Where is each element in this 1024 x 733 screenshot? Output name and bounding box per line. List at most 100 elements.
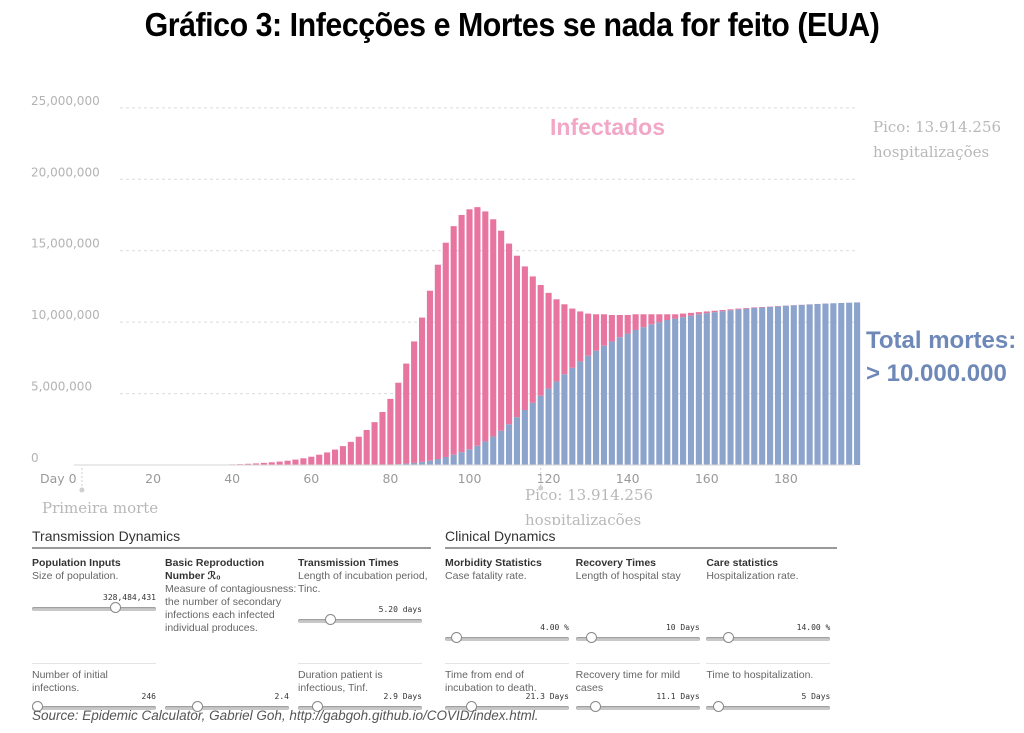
slider-thumb[interactable]: [589, 701, 601, 712]
infectious-duration-control: 2.9 Days: [298, 692, 422, 712]
slider-thumb[interactable]: [712, 701, 724, 712]
bar-infected: [600, 314, 608, 346]
bar-infected: [395, 382, 402, 465]
morbidity-statistics-group: Morbidity Statistics Case fatality rate.…: [445, 557, 576, 712]
bar-infected: [616, 315, 623, 338]
slider-thumb[interactable]: [466, 701, 478, 712]
bar-deaths: [593, 350, 600, 465]
hospital-stay-label: Length of hospital stay: [575, 570, 681, 582]
care-statistics-heading: Care statistics: [706, 557, 779, 569]
annotation-pico-right-line1: Pico: 13.914.256: [873, 118, 1001, 136]
reproduction-number-value: 2.4: [274, 692, 289, 701]
bar-deaths: [751, 308, 758, 465]
y-axis: 0 5,000,000 10,000,000 15,000,000 20,000,000…: [31, 94, 100, 465]
time-to-hospitalization-value: 5 Days: [801, 692, 831, 701]
bar-infected: [450, 226, 457, 455]
bar-deaths: [743, 308, 750, 465]
time-to-death-slider[interactable]: [445, 701, 569, 712]
x-axis: Day 0 20 40 60 80 100 120 140 160 180: [40, 471, 798, 486]
slider-thumb[interactable]: [722, 632, 734, 643]
hospital-stay-slider[interactable]: [575, 632, 700, 643]
bar-infected: [656, 314, 663, 323]
x-tick-label: 140: [616, 471, 640, 486]
bar-infected: [300, 458, 307, 465]
bar-infected: [703, 311, 710, 314]
bar-infected: [553, 299, 560, 382]
time-to-hospitalization-slider[interactable]: [706, 701, 831, 712]
bar-deaths: [695, 314, 702, 465]
primeira-morte-marker-dot: [79, 487, 85, 493]
bar-deaths: [585, 355, 592, 465]
y-tick-label: 10,000,000: [31, 308, 100, 322]
slider-thumb[interactable]: [585, 632, 597, 643]
initial-infections-slider[interactable]: [32, 701, 156, 712]
case-fatality-slider[interactable]: [445, 632, 569, 643]
bar-deaths: [561, 374, 568, 465]
clinical-dynamics-panel: Clinical Dynamics Morbidity Statistics C…: [445, 528, 837, 712]
annotation-infectados: Infectados: [550, 114, 665, 140]
bar-infected: [537, 285, 544, 396]
reproduction-number-description: Measure of contagiousness: the number of…: [165, 583, 297, 634]
annotation-total-mortes-line2: > 10.000.000: [866, 360, 1007, 387]
bar-deaths: [482, 441, 489, 465]
time-to-death-control: 21.3 Days: [445, 692, 569, 712]
bar-deaths: [846, 302, 853, 465]
hospital-stay-value: 10 Days: [665, 623, 700, 632]
hospitalization-rate-label: Hospitalization rate.: [706, 570, 799, 582]
annotation-pico-bottom-line1: Pico: 13.914.256: [525, 486, 653, 504]
bar-infected: [260, 462, 267, 465]
slider-thumb[interactable]: [192, 701, 204, 712]
slider-thumb[interactable]: [325, 614, 337, 625]
clinical-dynamics-title: Clinical Dynamics: [445, 528, 837, 549]
divider: [575, 663, 700, 664]
bar-infected: [711, 310, 718, 313]
bar-infected: [593, 314, 600, 351]
incubation-period-control: 5.20 days: [298, 605, 422, 625]
bar-deaths: [719, 311, 726, 465]
transmission-dynamics-title: Transmission Dynamics: [32, 528, 431, 549]
population-inputs-group: Population Inputs Size of population. 32…: [32, 557, 165, 712]
x-tick-label: 180: [774, 471, 798, 486]
y-tick-label: 15,000,000: [31, 237, 100, 251]
mild-recovery-control: 11.1 Days: [575, 692, 700, 712]
bar-infected: [411, 341, 418, 463]
recovery-times-group: Recovery Times Length of hospital stay 1…: [575, 557, 707, 712]
reproduction-number-control: 2.4: [165, 692, 289, 712]
recovery-times-heading: Recovery Times: [575, 557, 657, 569]
bar-deaths: [759, 307, 766, 465]
bar-infected: [735, 308, 742, 310]
population-size-slider[interactable]: [32, 602, 156, 613]
hospitalization-rate-slider[interactable]: [706, 632, 831, 643]
bar-deaths: [767, 306, 774, 465]
infectious-duration-slider[interactable]: [298, 701, 422, 712]
slider-thumb[interactable]: [110, 602, 122, 613]
bar-deaths: [664, 320, 671, 465]
slider-thumb[interactable]: [32, 701, 44, 712]
slider-thumb[interactable]: [451, 632, 463, 643]
time-to-death-label: Time from end of incubation to death.: [445, 669, 537, 694]
bar-infected: [490, 219, 497, 437]
bar-deaths: [411, 462, 418, 465]
bar-deaths: [616, 337, 623, 465]
slider-thumb[interactable]: [311, 701, 323, 712]
bar-deaths: [790, 305, 797, 465]
case-fatality-control: 4.00 %: [445, 623, 569, 643]
bars: [189, 207, 861, 465]
bar-infected: [680, 313, 687, 318]
chart: 0 5,000,000 10,000,000 15,000,000 20,000,000…: [31, 94, 1016, 525]
bar-infected: [505, 243, 513, 425]
bar-infected: [743, 308, 750, 309]
bar-deaths: [434, 459, 441, 465]
hospital-stay-control: 10 Days: [575, 623, 700, 643]
bar-infected: [284, 460, 291, 465]
bar-infected: [371, 422, 378, 465]
bar-deaths: [648, 324, 655, 465]
incubation-period-slider[interactable]: [298, 614, 422, 625]
bar-infected: [561, 304, 568, 375]
bar-deaths: [774, 306, 782, 465]
divider: [445, 663, 569, 664]
mild-recovery-slider[interactable]: [575, 701, 700, 712]
reproduction-number-slider[interactable]: [165, 701, 289, 712]
x-tick-label: Day 0: [40, 471, 77, 486]
bar-deaths: [854, 302, 861, 465]
